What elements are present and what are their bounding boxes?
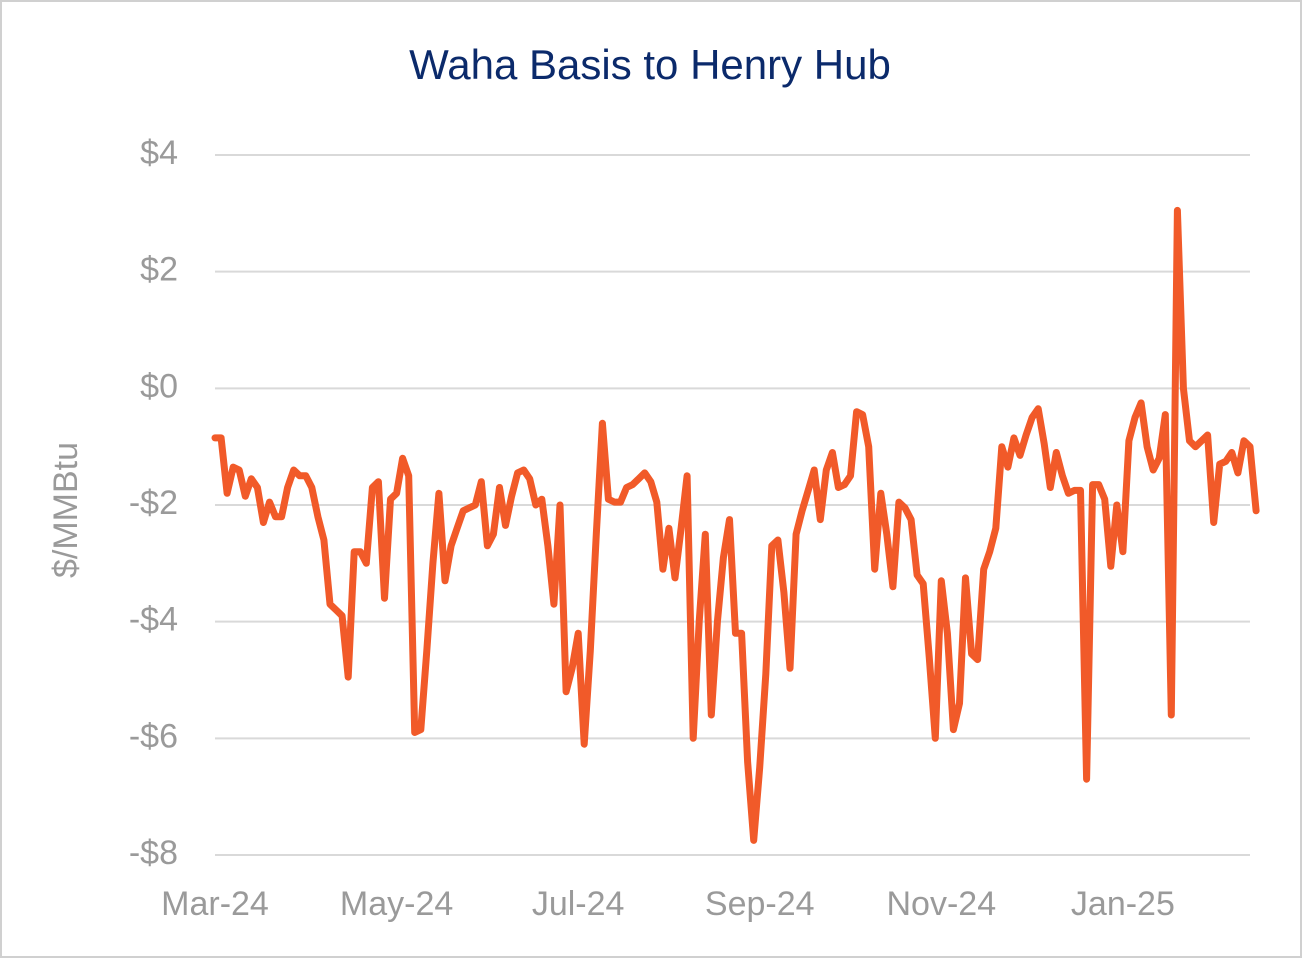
data-line (211, 206, 1260, 844)
y-tick-label: -$8 (129, 834, 178, 872)
x-tick-label: May-24 (340, 885, 453, 923)
y-tick-label: -$4 (129, 601, 178, 639)
x-tick-label: Nov-24 (887, 885, 997, 923)
x-tick-label: Jan-25 (1071, 885, 1175, 923)
y-axis-label: $/MMBtu (47, 442, 85, 578)
chart-title: Waha Basis to Henry Hub (409, 41, 891, 88)
x-tick-label: Jul-24 (532, 885, 625, 923)
y-tick-label: -$2 (129, 484, 178, 522)
x-tick-label: Sep-24 (705, 885, 815, 923)
y-tick-label: $0 (140, 367, 178, 405)
y-tick-label: -$6 (129, 717, 178, 755)
x-tick-label: Mar-24 (161, 885, 269, 923)
y-tick-label: $4 (140, 134, 178, 172)
y-tick-label: $2 (140, 251, 178, 289)
